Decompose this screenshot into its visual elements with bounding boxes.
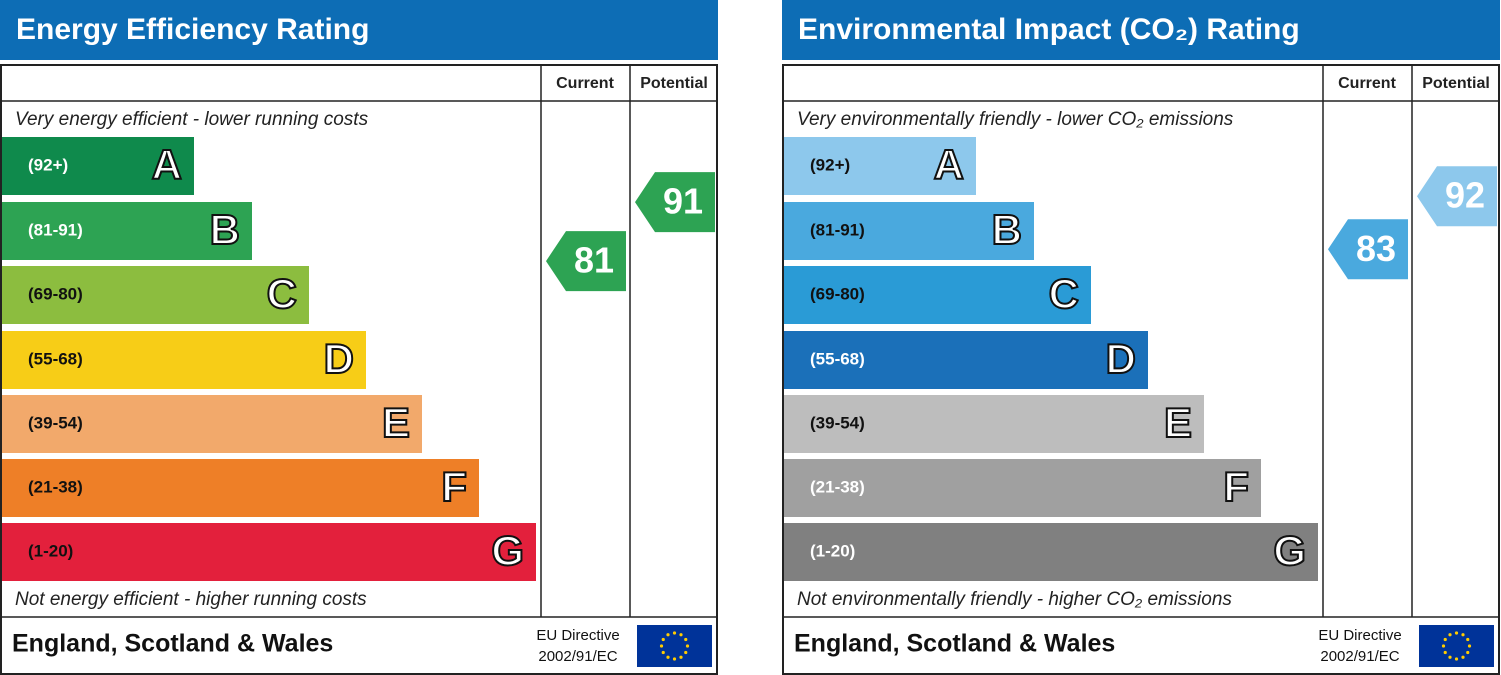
panel-title: Energy Efficiency Rating (16, 13, 369, 46)
eu-star (1461, 655, 1465, 659)
eu-star (661, 650, 665, 655)
rating-arrow (1328, 219, 1408, 280)
band (784, 202, 1034, 260)
band-range: (21-38) (28, 477, 83, 496)
eu-star (1448, 633, 1452, 637)
eu-star (1443, 650, 1447, 655)
eu-star (684, 637, 688, 642)
band-range: (21-38) (810, 477, 865, 496)
rating-value: 91 (663, 181, 703, 222)
title-bar (782, 0, 1500, 60)
band-letter: B (210, 206, 240, 253)
band (784, 137, 976, 195)
band-range: (92+) (28, 155, 68, 174)
column-header: Current (556, 75, 614, 92)
top-note: Very environmentally friendly - lower CO… (797, 109, 1234, 130)
rating-arrow (546, 231, 626, 292)
band-letter: G (491, 527, 524, 574)
band-letter: D (324, 335, 354, 382)
band-letter: G (1273, 527, 1306, 574)
band (784, 523, 1318, 581)
eu-star (1467, 644, 1472, 648)
eu-star (672, 657, 677, 661)
band (2, 137, 194, 195)
eu-star (684, 650, 688, 655)
band-letter: E (1164, 399, 1192, 446)
bottom-note: Not energy efficient - higher running co… (15, 589, 367, 610)
band-letter: B (992, 206, 1022, 253)
band (2, 331, 366, 389)
band (2, 395, 422, 453)
band-range: (1-20) (28, 541, 73, 560)
bottom-note: Not environmentally friendly - higher CO… (797, 589, 1232, 610)
band-letter: C (1049, 270, 1079, 317)
column-header: Potential (640, 75, 708, 92)
eu-star (666, 633, 670, 637)
column-header: Potential (1422, 75, 1490, 92)
footer-directive: EU Directive (536, 627, 619, 644)
eu-star (679, 655, 683, 659)
footer-directive: EU Directive (1318, 627, 1401, 644)
band (784, 395, 1204, 453)
band-range: (92+) (810, 155, 850, 174)
column-header: Current (1338, 75, 1396, 92)
eu-star (1448, 655, 1452, 659)
eu-star (1454, 631, 1459, 635)
rating-arrow (635, 172, 715, 233)
eu-star (1466, 637, 1470, 642)
band-range: (69-80) (810, 284, 865, 303)
band (2, 523, 536, 581)
band (2, 202, 252, 260)
footer-region: England, Scotland & Wales (794, 630, 1115, 658)
eu-star (1443, 637, 1447, 642)
band-range: (81-91) (28, 220, 83, 239)
footer-region: England, Scotland & Wales (12, 630, 333, 658)
top-note: Very energy efficient - lower running co… (15, 109, 369, 130)
rating-value: 92 (1445, 175, 1485, 216)
eu-star (1466, 650, 1470, 655)
band-letter: F (441, 463, 467, 510)
rating-arrow (1417, 166, 1497, 227)
eu-star (1461, 633, 1465, 637)
band-letter: A (152, 141, 182, 188)
band-letter: A (934, 141, 964, 188)
band (784, 459, 1261, 517)
eu-star (1454, 657, 1459, 661)
band-letter: D (1106, 335, 1136, 382)
band-range: (81-91) (810, 220, 865, 239)
band (2, 459, 479, 517)
rating-value: 81 (574, 240, 614, 281)
band-letter: C (267, 270, 297, 317)
eu-star (685, 644, 690, 648)
title-bar (0, 0, 718, 60)
band-range: (55-68) (28, 349, 83, 368)
footer-directive: 2002/91/EC (538, 648, 617, 665)
band-range: (39-54) (810, 413, 865, 432)
band-range: (1-20) (810, 541, 855, 560)
band-range: (69-80) (28, 284, 83, 303)
eu-star (659, 644, 664, 648)
rating-value: 83 (1356, 228, 1396, 269)
eu-flag (637, 625, 712, 667)
band-range: (55-68) (810, 349, 865, 368)
eu-star (679, 633, 683, 637)
eu-flag (1419, 625, 1494, 667)
footer-directive: 2002/91/EC (1320, 648, 1399, 665)
eu-star (1441, 644, 1446, 648)
band (784, 266, 1091, 324)
eu-star (661, 637, 665, 642)
band-letter: E (382, 399, 410, 446)
eu-star (672, 631, 677, 635)
band (2, 266, 309, 324)
panel-title: Environmental Impact (CO₂) Rating (798, 13, 1300, 46)
band (784, 331, 1148, 389)
band-range: (39-54) (28, 413, 83, 432)
band-letter: F (1223, 463, 1249, 510)
eu-star (666, 655, 670, 659)
